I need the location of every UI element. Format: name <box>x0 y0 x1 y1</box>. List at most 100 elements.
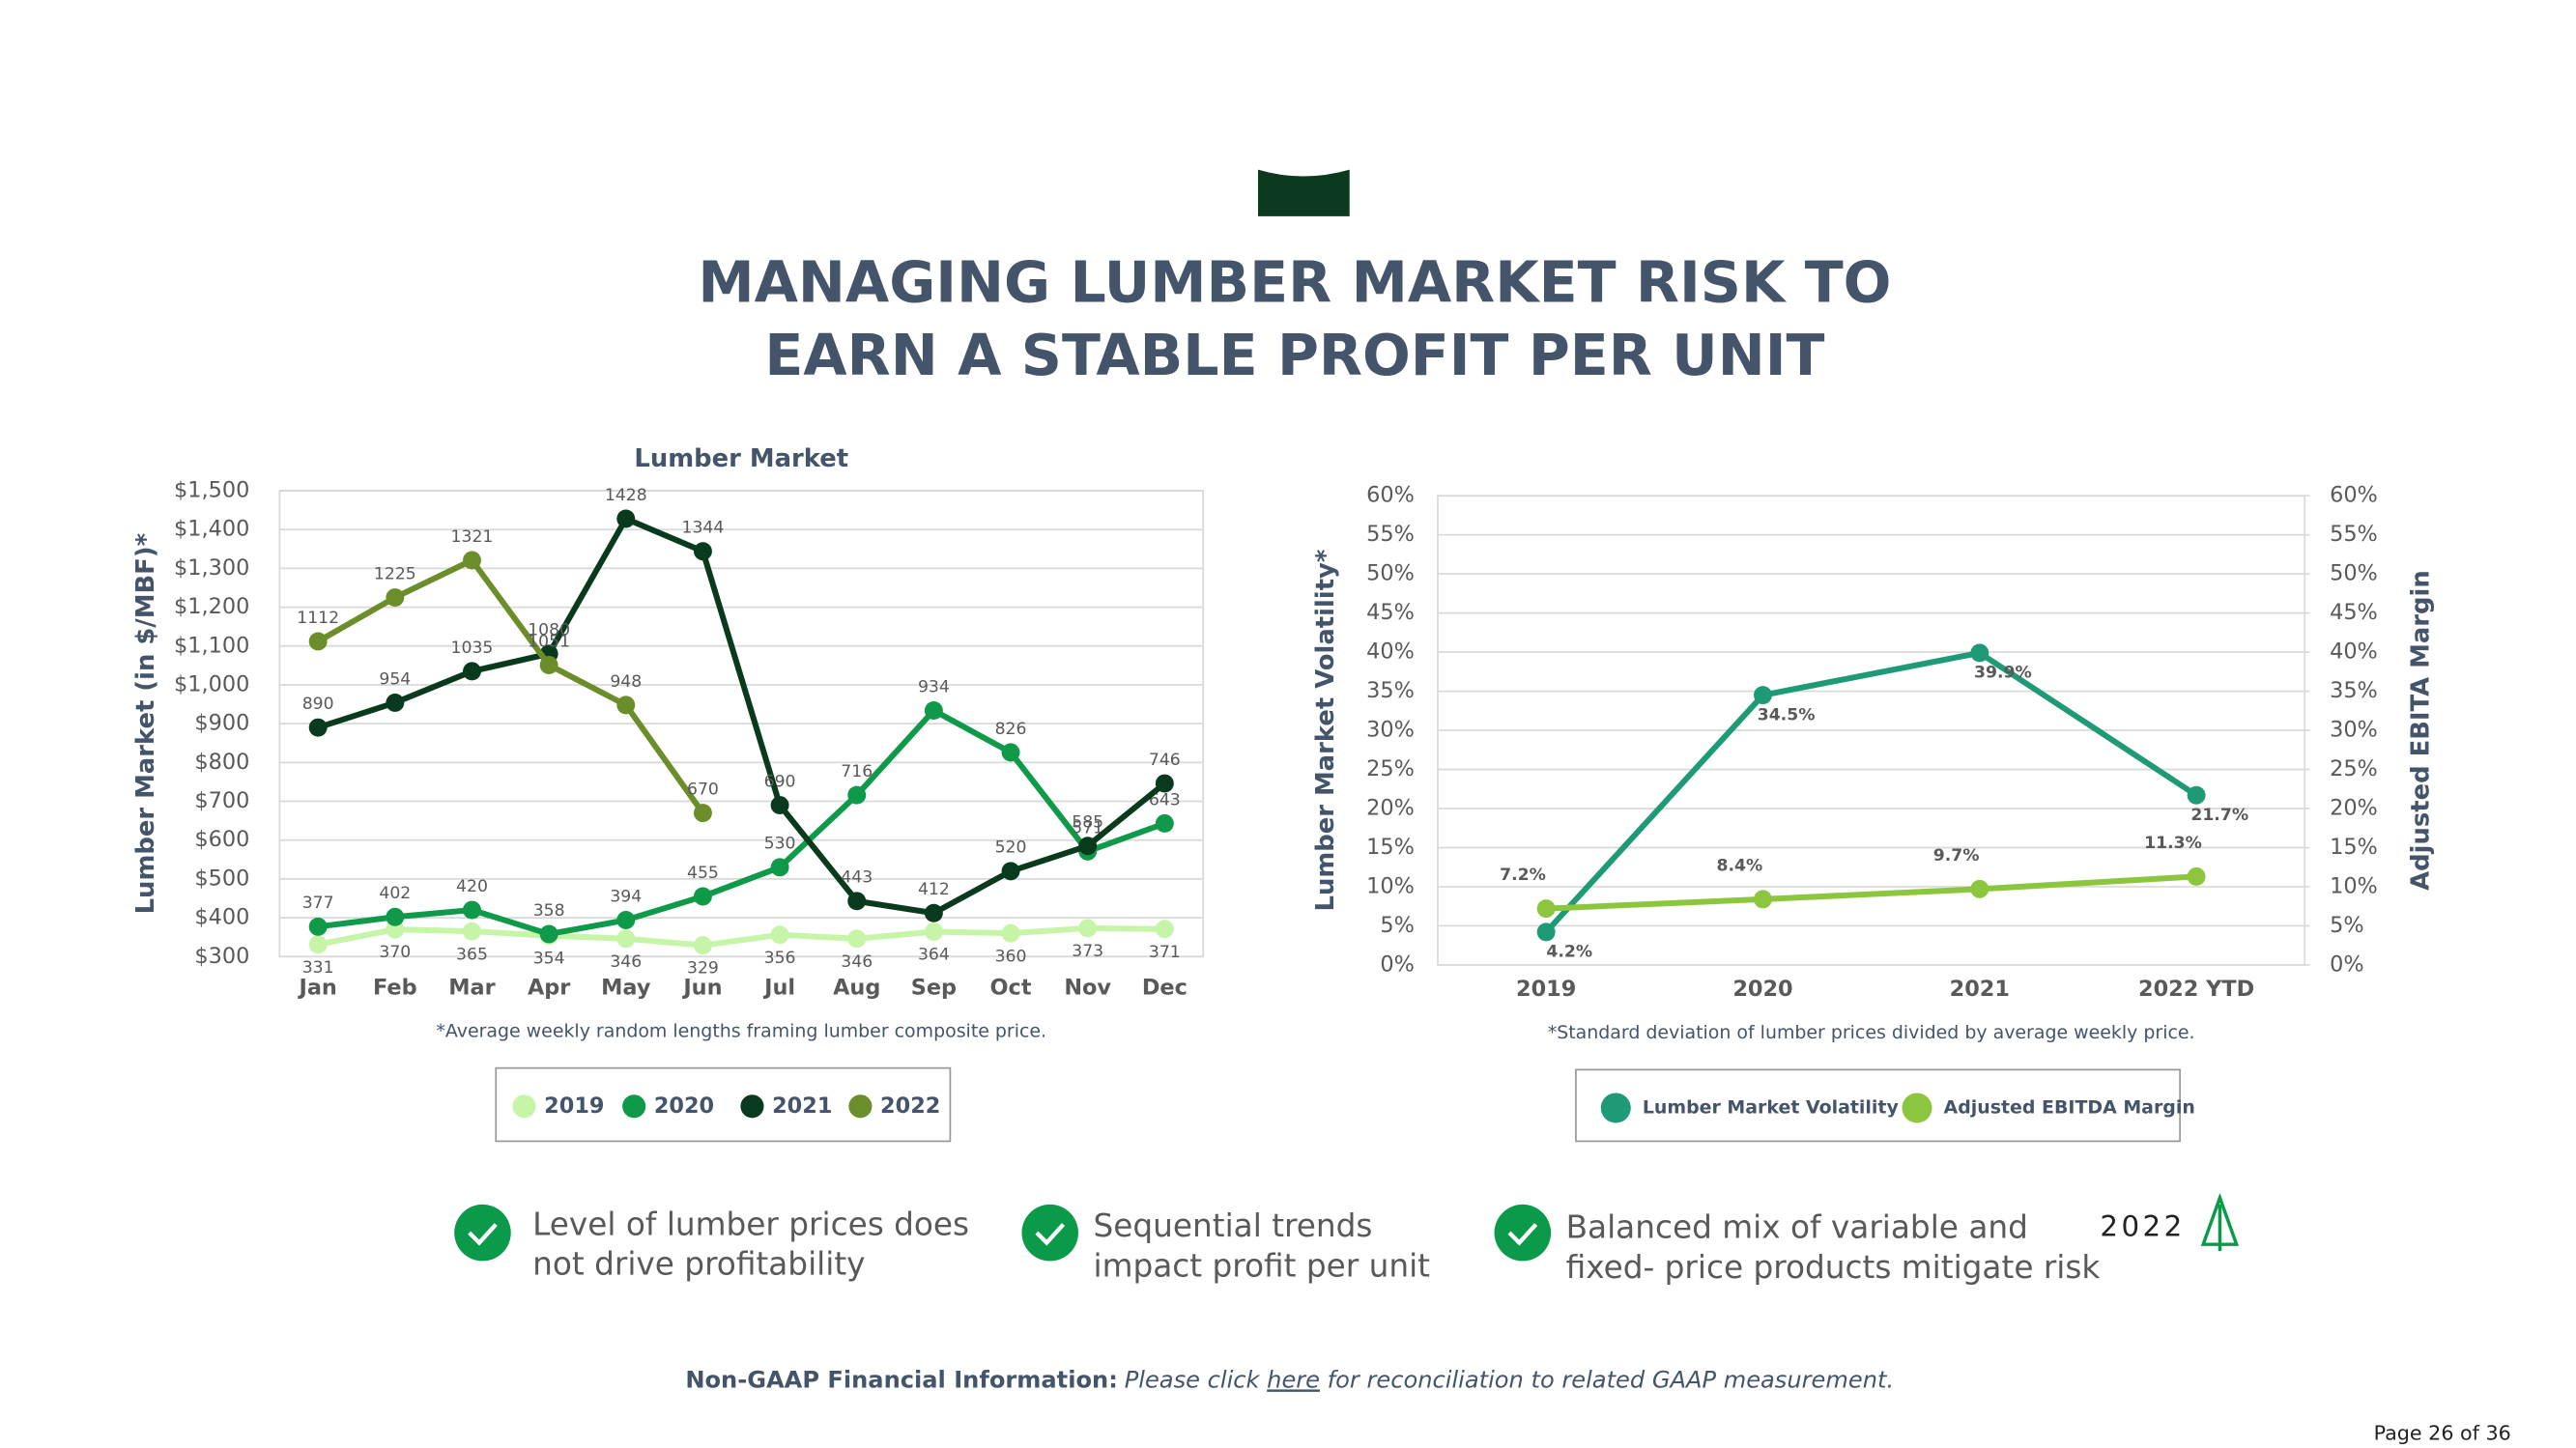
data-point <box>1155 774 1174 793</box>
data-label: 4.2% <box>1546 943 1592 962</box>
data-label: 402 <box>379 884 411 903</box>
legend-swatch <box>848 1094 873 1119</box>
y-tick-label: $1,300 <box>174 555 249 581</box>
y-tick-label: $1,200 <box>174 594 249 619</box>
x-tick-label: Jul <box>762 975 795 1000</box>
non-gaap-text: for reconciliation to related GAAP measu… <box>1320 1366 1894 1393</box>
data-label: 585 <box>1072 813 1103 833</box>
data-label: 1112 <box>297 609 339 628</box>
y-tick-label: $1,400 <box>174 517 249 542</box>
y-tick-label: $500 <box>194 866 249 891</box>
data-label: 11.3% <box>2144 834 2202 853</box>
data-point <box>924 903 943 923</box>
legend-label: 2020 <box>654 1093 714 1119</box>
bullet-text: not drive profitability <box>532 1246 865 1283</box>
data-label: 643 <box>1149 790 1181 809</box>
footnote: *Standard deviation of lumber prices div… <box>1548 1022 2195 1043</box>
data-point <box>924 701 943 720</box>
legend-swatch <box>1600 1093 1631 1123</box>
data-point <box>463 662 481 681</box>
y2-tick-label: 40% <box>2330 639 2378 665</box>
non-gaap-label: Non-GAAP Financial Information: <box>685 1366 1118 1393</box>
y-tick-label: 35% <box>1366 678 1415 703</box>
y-tick-label: $1,000 <box>174 671 249 696</box>
y-tick-label: 5% <box>1380 913 1415 938</box>
data-point <box>1536 899 1556 919</box>
data-label: 826 <box>995 720 1027 739</box>
data-point <box>616 929 636 949</box>
data-point <box>847 892 867 911</box>
data-point <box>1536 923 1556 942</box>
logo-text: 2022 <box>2100 1209 2185 1242</box>
data-point <box>770 925 789 945</box>
data-label: 1035 <box>451 639 494 658</box>
data-point <box>1753 890 1772 909</box>
data-label: 356 <box>764 949 796 968</box>
data-label: 354 <box>533 950 565 969</box>
data-point <box>924 923 943 942</box>
data-label: 1080 <box>528 621 570 640</box>
x-tick-label: Sep <box>911 975 957 1000</box>
y-tick-label: 10% <box>1366 873 1415 898</box>
x-tick-label: 2019 <box>1516 977 1576 1002</box>
data-point <box>847 929 867 949</box>
data-label: 394 <box>610 887 642 906</box>
title-line: MANAGING LUMBER MARKET RISK TO <box>698 249 1891 315</box>
x-tick-label: Mar <box>448 975 495 1000</box>
legend-swatch <box>740 1094 764 1119</box>
legend-swatch <box>512 1094 536 1119</box>
footnote: *Average weekly random lengths framing l… <box>436 1020 1046 1041</box>
check-mark <box>468 1223 498 1246</box>
series-line <box>317 515 1167 917</box>
data-label: 346 <box>841 952 873 972</box>
x-tick-label: Aug <box>833 975 880 1000</box>
non-gaap-link[interactable]: here <box>1267 1366 1320 1393</box>
data-point <box>539 656 558 674</box>
non-gaap-note: Non-GAAP Financial Information: Please cl… <box>685 1366 1894 1393</box>
y-tick-label: $300 <box>194 944 249 969</box>
x-tick-label: Nov <box>1064 975 1111 1000</box>
legend-box <box>1575 1068 2181 1143</box>
y2-tick-label: 10% <box>2330 873 2378 898</box>
x-tick-label: 2022 YTD <box>2138 977 2254 1002</box>
bullet-text: fixed- price products mitigate risk <box>1566 1249 2101 1286</box>
data-label: 420 <box>456 877 488 896</box>
data-label: 377 <box>302 894 334 913</box>
data-label: 371 <box>1149 943 1181 962</box>
y-tick-label: 15% <box>1366 835 1415 860</box>
title-line: EARN A STABLE PROFIT PER UNIT <box>764 323 1824 388</box>
data-point <box>1001 923 1020 943</box>
data-label: 329 <box>687 959 719 979</box>
series-line <box>317 924 1165 949</box>
y-tick-label: $800 <box>194 750 249 775</box>
data-point <box>1078 919 1098 938</box>
data-point <box>616 696 636 715</box>
x-tick-label: Jan <box>297 975 336 1000</box>
series-line <box>1546 873 2197 912</box>
bullets: Level of lumber prices does not drive pr… <box>454 1204 2101 1286</box>
data-label: 746 <box>1149 751 1181 770</box>
data-label: 21.7% <box>2190 806 2248 825</box>
legend-swatch <box>622 1094 646 1119</box>
data-label: 364 <box>918 946 950 965</box>
data-label: 360 <box>995 947 1027 966</box>
y-tick-label: 25% <box>1366 756 1415 781</box>
x-tick-label: Apr <box>528 975 570 1000</box>
y-tick-label: 55% <box>1366 522 1415 547</box>
data-point <box>1155 920 1174 939</box>
data-point <box>463 551 481 570</box>
data-point <box>1970 643 1989 663</box>
data-label: 571 <box>1072 818 1103 838</box>
y2-tick-label: 45% <box>2330 600 2378 625</box>
series-line <box>1543 649 2198 934</box>
data-point <box>770 858 789 877</box>
y2-tick-label: 20% <box>2330 795 2378 820</box>
y-tick-label: $400 <box>194 905 249 930</box>
data-label: 365 <box>456 945 488 964</box>
y2-tick-label: 5% <box>2330 913 2364 938</box>
y-tick-label: $1,500 <box>174 478 249 503</box>
legend-box <box>495 1066 952 1143</box>
y2-tick-label: 50% <box>2330 561 2378 586</box>
bullet-text: Level of lumber prices does <box>532 1206 969 1242</box>
